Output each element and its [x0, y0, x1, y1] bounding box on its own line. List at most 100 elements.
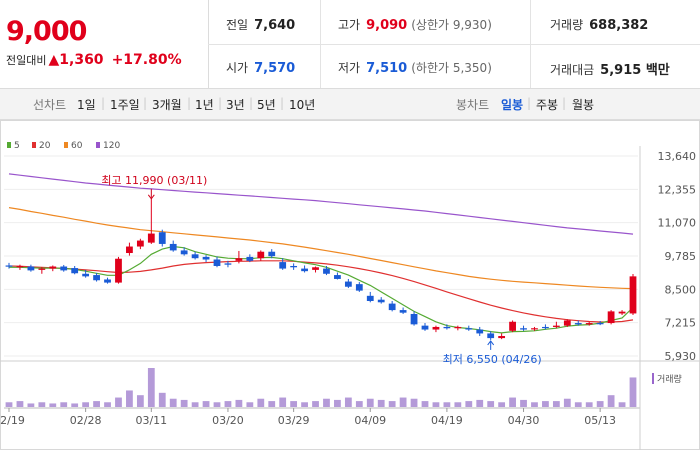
candle-body	[443, 326, 451, 329]
candle-body	[235, 258, 243, 261]
volume-bar	[126, 390, 133, 407]
period-3y[interactable]: 3년	[226, 98, 245, 112]
candlestick-chart: 13,640 12,355 11,070 9,785 8,500 7,215 5,930 02…	[0, 120, 700, 450]
candle-daily[interactable]: 일봉	[501, 98, 524, 112]
volume-bar	[323, 398, 330, 407]
candle-body	[312, 267, 319, 270]
candle-body	[432, 326, 440, 330]
volume-bar	[465, 401, 473, 407]
period-1w[interactable]: 1주일	[110, 98, 140, 112]
candle-weekly[interactable]: 주봉	[536, 98, 559, 112]
period-1y[interactable]: 1년	[195, 98, 214, 112]
line-chart-label: 선차트	[33, 98, 67, 112]
volume-bar	[191, 402, 199, 407]
volume-bar	[344, 397, 352, 407]
x-tick-label: 02/28	[70, 414, 102, 427]
volume-bar	[147, 368, 155, 407]
volume-bar	[563, 398, 571, 407]
candle-body	[301, 268, 308, 272]
volume-bar	[235, 399, 243, 407]
divider: |	[280, 96, 285, 110]
candle-body	[213, 259, 221, 266]
price-summary: 9,000 전일대비 ▲1,360 +17.80%	[0, 0, 209, 88]
candle-body	[629, 276, 637, 314]
candle-body	[465, 328, 473, 330]
volume-bar	[618, 402, 626, 407]
legend-swatch	[64, 142, 68, 148]
x-tick-label: 03/29	[278, 414, 310, 427]
volume-bar	[202, 401, 210, 407]
divider: |	[562, 96, 567, 110]
volume-bar	[487, 401, 495, 407]
period-5y[interactable]: 5년	[257, 98, 276, 112]
volume-bar	[104, 402, 111, 407]
candle-body	[115, 258, 122, 283]
candle-body	[147, 233, 155, 243]
x-tick-label: 05/13	[584, 414, 616, 427]
legend-label: 60	[71, 141, 83, 151]
max-price-label: 최고 11,990 (03/11)	[101, 174, 207, 187]
candle-body	[366, 295, 374, 302]
candle-body	[60, 266, 68, 271]
legend-swatch	[96, 142, 100, 148]
candle-body	[279, 262, 287, 269]
candle-body	[355, 284, 363, 291]
volume-bar	[421, 401, 429, 407]
volume-bar	[410, 398, 418, 407]
candle-body	[136, 240, 144, 247]
volume-bar	[82, 402, 90, 407]
ma20-line	[8, 260, 634, 323]
price-change: 전일대비 ▲1,360 +17.80%	[6, 52, 182, 68]
volume-bar	[169, 398, 177, 407]
change-amount: 1,360	[59, 52, 104, 68]
candle-body	[552, 325, 560, 327]
chart-controls: 선차트 1일 | 1주일 | 3개월 | 1년 | 3년 | 5년 | 10년 …	[0, 89, 700, 120]
change-label: 전일대비	[6, 54, 47, 67]
y-tick-label: 12,355	[658, 183, 697, 196]
candle-body	[93, 275, 100, 281]
period-10y[interactable]: 10년	[289, 98, 316, 112]
volume-bar	[585, 402, 593, 407]
y-tick-label: 11,070	[658, 217, 697, 230]
volume: 거래량 688,382	[550, 18, 649, 33]
volume-bar	[574, 402, 582, 407]
volume-bar	[290, 401, 298, 407]
volume-bar	[432, 402, 440, 407]
open-price: 시가 7,570	[226, 61, 296, 76]
period-3m[interactable]: 3개월	[152, 98, 182, 112]
candle-body	[421, 325, 429, 330]
volume-label: 거래량	[657, 373, 682, 385]
volume-bar	[377, 399, 385, 407]
divider: |	[143, 96, 148, 110]
divider: |	[249, 96, 254, 110]
volume-legend-swatch	[652, 373, 654, 384]
y-tick-label: 9,785	[665, 250, 697, 263]
turnover: 거래대금 5,915 백만	[550, 63, 670, 78]
legend-label: 20	[39, 141, 51, 151]
change-percent: +17.80%	[111, 52, 182, 68]
volume-bar	[312, 401, 319, 407]
candle-body	[607, 311, 615, 324]
candle-body	[5, 265, 13, 267]
prev-close: 전일 7,640	[226, 18, 296, 33]
candle-body	[410, 313, 418, 325]
candle-body	[574, 323, 582, 325]
candle-body	[323, 268, 330, 274]
candle-monthly[interactable]: 월봉	[572, 98, 595, 112]
quote-header: 9,000 전일대비 ▲1,360 +17.80% 전일 7,640 고가 9,090(…	[0, 0, 700, 89]
candle-body	[542, 326, 549, 329]
period-1d[interactable]: 1일	[77, 98, 96, 112]
up-arrow-icon: ▲	[48, 52, 60, 68]
candle-body	[104, 279, 111, 283]
volume-bar	[268, 401, 276, 407]
y-tick-label: 13,640	[658, 150, 697, 163]
candle-body	[38, 268, 46, 270]
candle-body	[563, 320, 571, 326]
legend-label: 120	[103, 141, 120, 151]
volume-bar	[136, 395, 144, 407]
divider	[208, 44, 700, 45]
candle-body	[49, 266, 57, 269]
candle-body	[71, 268, 79, 274]
volume-bar	[355, 401, 363, 407]
volume-bar	[213, 402, 221, 407]
